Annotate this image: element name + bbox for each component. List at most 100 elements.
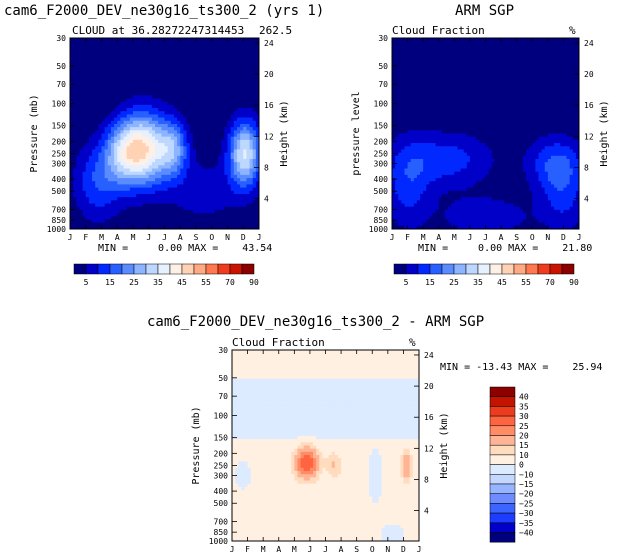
field-cell [243, 225, 247, 230]
field-cell [170, 69, 175, 74]
field-cell [104, 213, 109, 217]
field-cell [208, 197, 213, 201]
field-cell [205, 108, 209, 112]
field-cell [420, 82, 424, 87]
field-cell [129, 95, 134, 99]
field-cell [507, 73, 511, 77]
field-cell [236, 41, 241, 45]
field-cell [252, 63, 257, 68]
field-cell [224, 181, 228, 185]
field-cell [211, 146, 216, 150]
field-cell [85, 120, 90, 125]
field-cell [218, 133, 222, 138]
field-cell [110, 92, 115, 96]
field-cell [227, 66, 232, 71]
field-cell [501, 82, 505, 87]
field-cell [142, 155, 146, 160]
field-cell [240, 95, 244, 99]
field-cell [104, 57, 109, 61]
field-cell [413, 95, 418, 99]
field-cell [233, 95, 238, 99]
field-cell [243, 57, 247, 61]
field-cell [488, 79, 493, 83]
field-cell [196, 76, 200, 80]
field-cell [73, 187, 77, 192]
field-cell [252, 174, 257, 179]
field-cell [145, 155, 150, 160]
field-cell [70, 162, 74, 166]
field-cell [504, 69, 508, 74]
field-cell [554, 53, 558, 58]
field-cell [211, 104, 216, 109]
field-cell [416, 57, 421, 61]
field-cell [243, 47, 247, 52]
field-cell [85, 178, 90, 182]
field-cell [494, 47, 499, 52]
field-cell [249, 168, 254, 173]
field-cell [155, 165, 159, 169]
field-cell [192, 139, 197, 144]
field-cell [211, 152, 216, 157]
field-cell [142, 225, 146, 230]
field-cell [189, 123, 194, 128]
field-cell [101, 88, 106, 93]
field-cell [485, 79, 490, 83]
field-cell [114, 79, 118, 83]
field-cell [98, 146, 102, 150]
field-cell [139, 165, 143, 169]
field-cell [451, 98, 455, 103]
field-cell [196, 50, 200, 55]
field-cell [73, 136, 77, 141]
field-cell [566, 73, 571, 77]
field-cell [255, 171, 260, 176]
field-cell [563, 41, 567, 45]
field-cell [426, 101, 430, 106]
field-cell [243, 95, 247, 99]
field-cell [88, 184, 93, 189]
field-cell [407, 38, 412, 42]
field-cell [522, 57, 527, 61]
field-cell [70, 158, 74, 163]
field-cell [252, 60, 257, 64]
field-cell [101, 101, 106, 106]
field-cell [145, 101, 150, 106]
field-cell [255, 155, 260, 160]
field-cell [180, 225, 184, 230]
field-cell [249, 162, 254, 166]
field-cell [98, 181, 102, 185]
field-cell [575, 69, 580, 74]
field-cell [451, 38, 455, 42]
field-cell [183, 158, 187, 163]
field-cell [243, 146, 247, 150]
field-cell [88, 95, 93, 99]
field-cell [218, 63, 222, 68]
field-cell [70, 111, 74, 115]
field-cell [142, 120, 146, 125]
field-cell [395, 88, 399, 93]
field-cell [513, 47, 518, 52]
field-cell [563, 69, 567, 74]
field-cell [407, 85, 412, 90]
field-cell [98, 63, 102, 68]
panel3-min-label: MIN = [440, 362, 471, 373]
field-cell [466, 79, 471, 83]
field-cell [243, 200, 247, 204]
field-cell [438, 79, 443, 83]
field-cell [189, 171, 194, 176]
field-cell [255, 82, 260, 87]
field-cell [208, 104, 213, 109]
field-cell [243, 63, 247, 68]
field-cell [227, 203, 232, 208]
field-cell [255, 76, 260, 80]
field-cell [410, 104, 415, 109]
field-cell [173, 193, 178, 198]
field-cell [167, 108, 172, 112]
field-cell [76, 178, 80, 182]
field-cell [196, 38, 200, 42]
field-cell [82, 143, 87, 147]
field-cell [196, 168, 200, 173]
field-cell [214, 104, 219, 109]
field-cell [196, 79, 200, 83]
field-cell [70, 165, 74, 169]
field-cell [92, 95, 96, 99]
